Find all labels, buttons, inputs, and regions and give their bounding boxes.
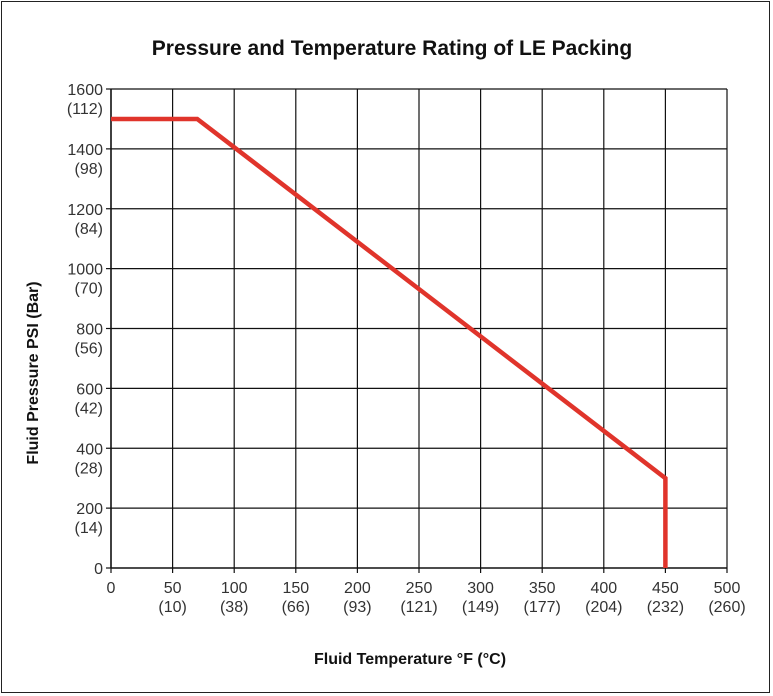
x-tick-label: 200 [344, 580, 371, 597]
y-tick-sublabel: (70) [75, 281, 103, 298]
x-tick-sublabel: (38) [220, 599, 248, 616]
y-tick-label: 0 [94, 561, 103, 578]
y-tick-label: 1200 [67, 202, 103, 219]
x-tick-sublabel: (121) [400, 599, 437, 616]
y-tick-label: 800 [76, 322, 103, 339]
x-tick-label: 150 [282, 580, 309, 597]
series-layer [111, 116, 668, 568]
y-axis-title: Fluid Pressure PSI (Bar) [25, 281, 42, 464]
x-tick-label: 350 [529, 580, 556, 597]
x-tick-sublabel: (260) [708, 599, 745, 616]
y-tick-sublabel: (56) [75, 341, 103, 358]
series-line [111, 116, 668, 568]
y-tick-label: 200 [76, 501, 103, 518]
x-tick-sublabel: (93) [343, 599, 371, 616]
y-tick-label: 600 [76, 381, 103, 398]
y-tick-sublabel: (14) [75, 520, 103, 537]
y-tick-label: 1000 [67, 262, 103, 279]
x-tick-sublabel: (66) [282, 599, 310, 616]
x-tick-sublabel: (10) [158, 599, 186, 616]
x-tick-label: 400 [590, 580, 617, 597]
y-tick-sublabel: (98) [75, 161, 103, 178]
x-tick-sublabel: (177) [524, 599, 561, 616]
y-tick-sublabel: (42) [75, 400, 103, 417]
x-axis-title: Fluid Temperature °F (°C) [314, 651, 506, 668]
tick-labels: 0 50 (10) 100 (38) 150 (66) 200 (93) 250 (121) 300 (… [67, 82, 746, 616]
y-tick-sublabel: (28) [75, 460, 103, 477]
grid [106, 88, 728, 573]
x-tick-label: 100 [221, 580, 248, 597]
y-tick-label: 1400 [67, 142, 103, 159]
x-tick-sublabel: (149) [462, 599, 499, 616]
y-tick-label: 400 [76, 441, 103, 458]
x-tick-label: 250 [406, 580, 433, 597]
x-tick-label: 0 [107, 580, 116, 597]
chart-title: Pressure and Temperature Rating of LE Pa… [152, 37, 632, 60]
x-tick-label: 300 [467, 580, 494, 597]
x-tick-label: 450 [652, 580, 679, 597]
x-tick-sublabel: (232) [647, 599, 684, 616]
x-tick-sublabel: (204) [585, 599, 622, 616]
x-tick-label: 500 [714, 580, 741, 597]
x-tick-label: 50 [164, 580, 182, 597]
y-tick-label: 1600 [67, 82, 103, 99]
y-tick-sublabel: (84) [75, 221, 103, 238]
y-tick-sublabel: (112) [67, 101, 103, 118]
